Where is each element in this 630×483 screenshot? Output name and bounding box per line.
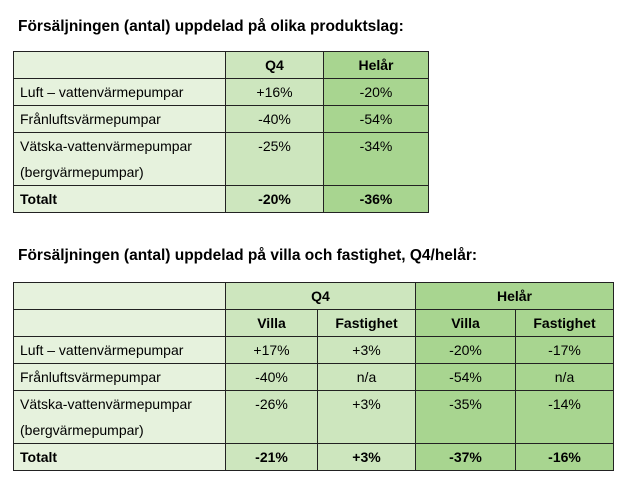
group-header-helar: Helår [415, 282, 614, 310]
helar-value: -20% [323, 78, 429, 106]
row-label: Frånluftsvärmepumpar [13, 363, 226, 391]
helar-villa-value: -54% [415, 363, 516, 391]
row-label: Luft – vattenvärmepumpar [13, 78, 226, 106]
sub-header-q4-fastighet: Fastighet [317, 309, 416, 337]
total-row: Totalt -20% -36% [13, 185, 429, 213]
q4-villa-value: +17% [225, 336, 318, 364]
header-helar: Helår [323, 51, 429, 79]
total-helar-fastighet: -16% [515, 443, 614, 471]
total-label: Totalt [13, 443, 226, 471]
helar-villa-value: -20% [415, 336, 516, 364]
total-row: Totalt -21% +3% -37% -16% [13, 443, 614, 471]
row-label-line-1: Vätska-vattenvärmepumpar [20, 138, 192, 154]
header-empty-cell [13, 51, 226, 79]
total-helar: -36% [323, 185, 429, 213]
table-row: Frånluftsvärmepumpar -40% n/a -54% n/a [13, 363, 614, 391]
table-row: Luft – vattenvärmepumpar +17% +3% -20% -… [13, 336, 614, 364]
table1-title: Försäljningen (antal) uppdelad på olika … [18, 18, 404, 35]
total-helar-villa: -37% [415, 443, 516, 471]
row-label-line-2: (bergvärmepumpar) [20, 422, 144, 438]
table-row: Luft – vattenvärmepumpar +16% -20% [13, 78, 429, 106]
row-label: Luft – vattenvärmepumpar [13, 336, 226, 364]
total-label: Totalt [13, 185, 226, 213]
row-label: Frånluftsvärmepumpar [13, 105, 226, 133]
table-row: Vätska-vattenvärmepumpar (bergvärmepumpa… [13, 390, 614, 444]
helar-value: -54% [323, 105, 429, 133]
sub-header-q4-villa: Villa [225, 309, 318, 337]
q4-fastighet-value: +3% [317, 390, 416, 444]
helar-value: -34% [323, 132, 429, 186]
sub-header-row: Villa Fastighet Villa Fastighet [13, 309, 614, 337]
row-label-line-1: Vätska-vattenvärmepumpar [20, 396, 192, 412]
helar-fastighet-value: n/a [515, 363, 614, 391]
q4-value: -25% [225, 132, 324, 186]
q4-villa-value: -26% [225, 390, 318, 444]
total-q4-villa: -21% [225, 443, 318, 471]
villa-fastighet-table: Q4 Helår Villa Fastighet Villa Fastighet… [13, 282, 614, 471]
table2-title: Försäljningen (antal) uppdelad på villa … [18, 247, 478, 264]
row-label: Vätska-vattenvärmepumpar (bergvärmepumpa… [13, 390, 226, 444]
group-header-q4: Q4 [225, 282, 416, 310]
q4-value: -40% [225, 105, 324, 133]
group-header-row: Q4 Helår [13, 282, 614, 310]
product-type-table: Q4 Helår Luft – vattenvärmepumpar +16% -… [13, 51, 429, 213]
q4-value: +16% [225, 78, 324, 106]
table-row: Vätska-vattenvärmepumpar (bergvärmepumpa… [13, 132, 429, 186]
q4-fastighet-value: n/a [317, 363, 416, 391]
table-header-row: Q4 Helår [13, 51, 429, 79]
row-label: Vätska-vattenvärmepumpar (bergvärmepumpa… [13, 132, 226, 186]
table-row: Frånluftsvärmepumpar -40% -54% [13, 105, 429, 133]
total-q4: -20% [225, 185, 324, 213]
row-label-line-2: (bergvärmepumpar) [20, 164, 144, 180]
q4-fastighet-value: +3% [317, 336, 416, 364]
header-empty-cell [13, 282, 226, 310]
header-empty-cell [13, 309, 226, 337]
total-q4-fastighet: +3% [317, 443, 416, 471]
q4-villa-value: -40% [225, 363, 318, 391]
header-q4: Q4 [225, 51, 324, 79]
helar-villa-value: -35% [415, 390, 516, 444]
sub-header-helar-villa: Villa [415, 309, 516, 337]
helar-fastighet-value: -14% [515, 390, 614, 444]
helar-fastighet-value: -17% [515, 336, 614, 364]
sub-header-helar-fastighet: Fastighet [515, 309, 614, 337]
